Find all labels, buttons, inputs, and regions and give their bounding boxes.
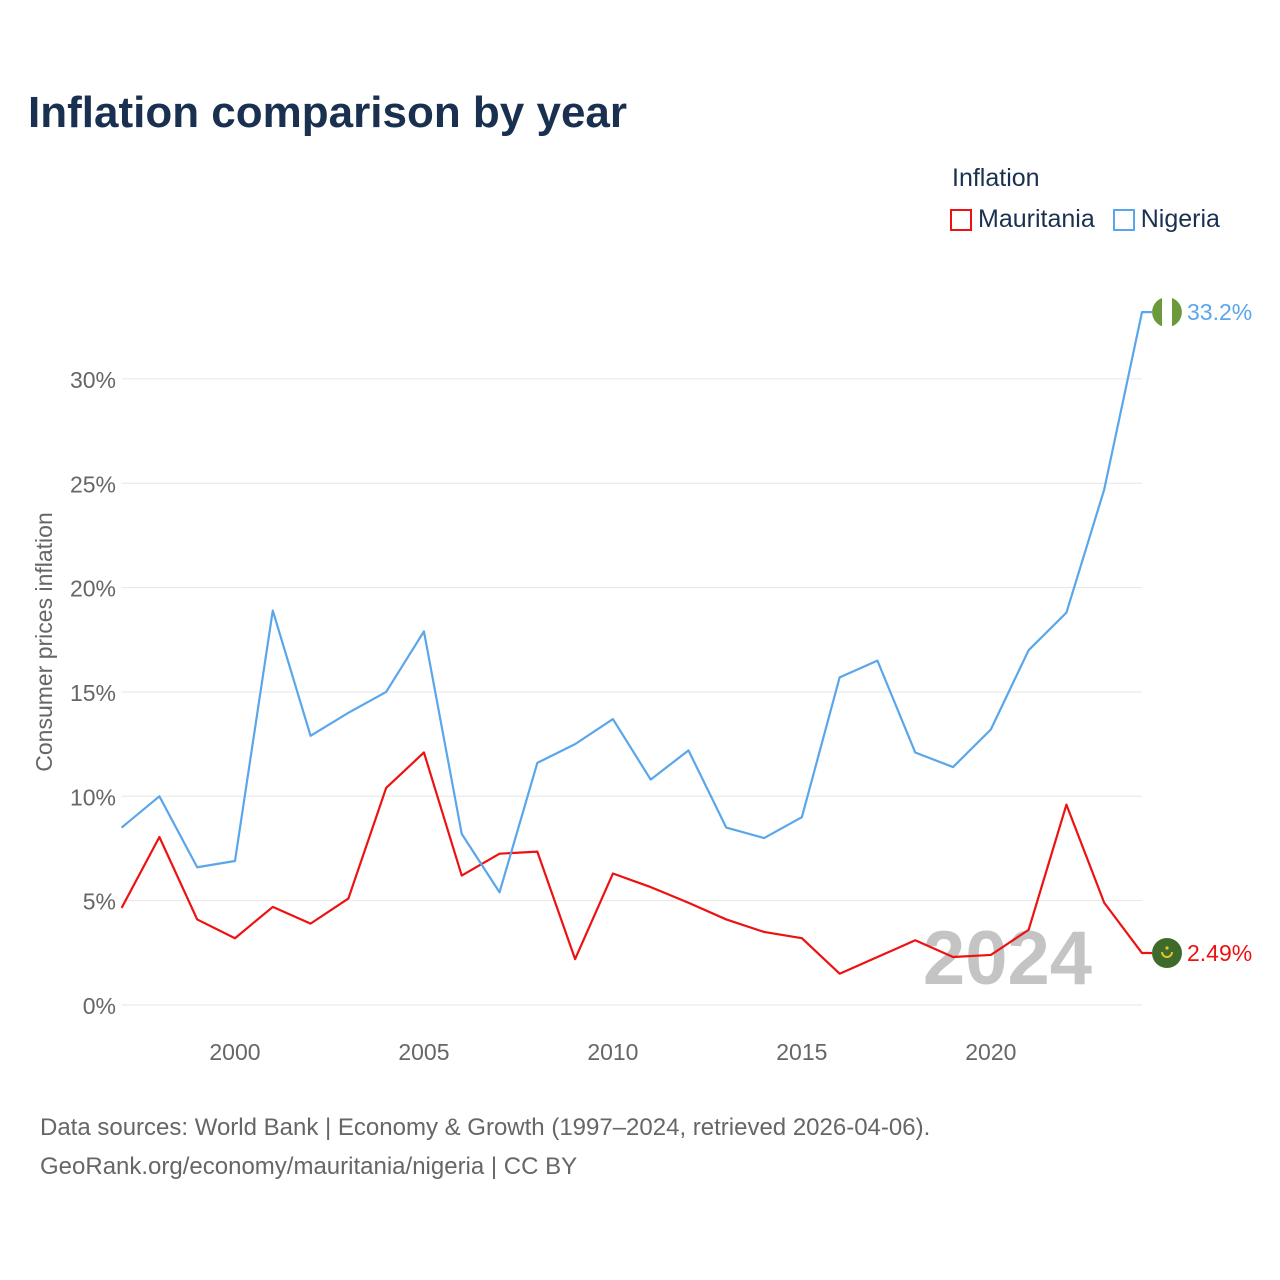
legend: Mauritania Nigeria [950, 205, 1220, 234]
legend-label: Nigeria [1140, 205, 1220, 233]
chart-title: Inflation comparison by year [28, 88, 628, 137]
series-line-mauritania [120, 751, 1152, 975]
legend-swatch-nigeria [1112, 208, 1135, 231]
year-watermark: 2024 [923, 916, 1092, 1001]
y-tick-label: 0% [83, 993, 116, 1019]
end-value-label: 2.49% [1187, 940, 1252, 966]
nigeria-flag-right [1172, 298, 1182, 327]
y-tick-label: 25% [70, 471, 116, 497]
legend-item-mauritania[interactable]: Mauritania [950, 205, 1095, 234]
legend-title: Inflation [952, 164, 1040, 192]
x-tick-label: 2005 [398, 1039, 449, 1065]
y-axis-label: Consumer prices inflation [31, 512, 57, 772]
legend-item-nigeria[interactable]: Nigeria [1112, 205, 1220, 234]
source-line: Data sources: World Bank | Economy & Gro… [40, 1114, 931, 1141]
y-tick-label: 15% [70, 680, 116, 706]
y-tick-label: 20% [70, 576, 116, 602]
x-tick-label: 2015 [776, 1039, 827, 1065]
y-tick-label: 10% [70, 784, 116, 810]
series-line-nigeria [120, 311, 1152, 894]
nigeria-flag-left [1152, 298, 1162, 327]
mauritania-star [1165, 946, 1169, 950]
source-note: Data sources: World Bank | Economy & Gro… [40, 1108, 930, 1186]
x-tick-label: 2000 [209, 1039, 260, 1065]
source-line: GeoRank.org/economy/mauritania/nigeria |… [40, 1153, 578, 1180]
mauritania-flag-icon [1152, 938, 1182, 969]
mauritania-crescent [1161, 951, 1173, 958]
x-tick-label: 2010 [587, 1039, 638, 1065]
end-value-label: 33.2% [1187, 299, 1252, 325]
x-tick-label: 2020 [965, 1039, 1016, 1065]
y-tick-label: 5% [83, 889, 116, 915]
legend-label: Mauritania [978, 205, 1095, 233]
y-tick-label: 30% [70, 367, 116, 393]
legend-swatch-mauritania [950, 208, 972, 231]
